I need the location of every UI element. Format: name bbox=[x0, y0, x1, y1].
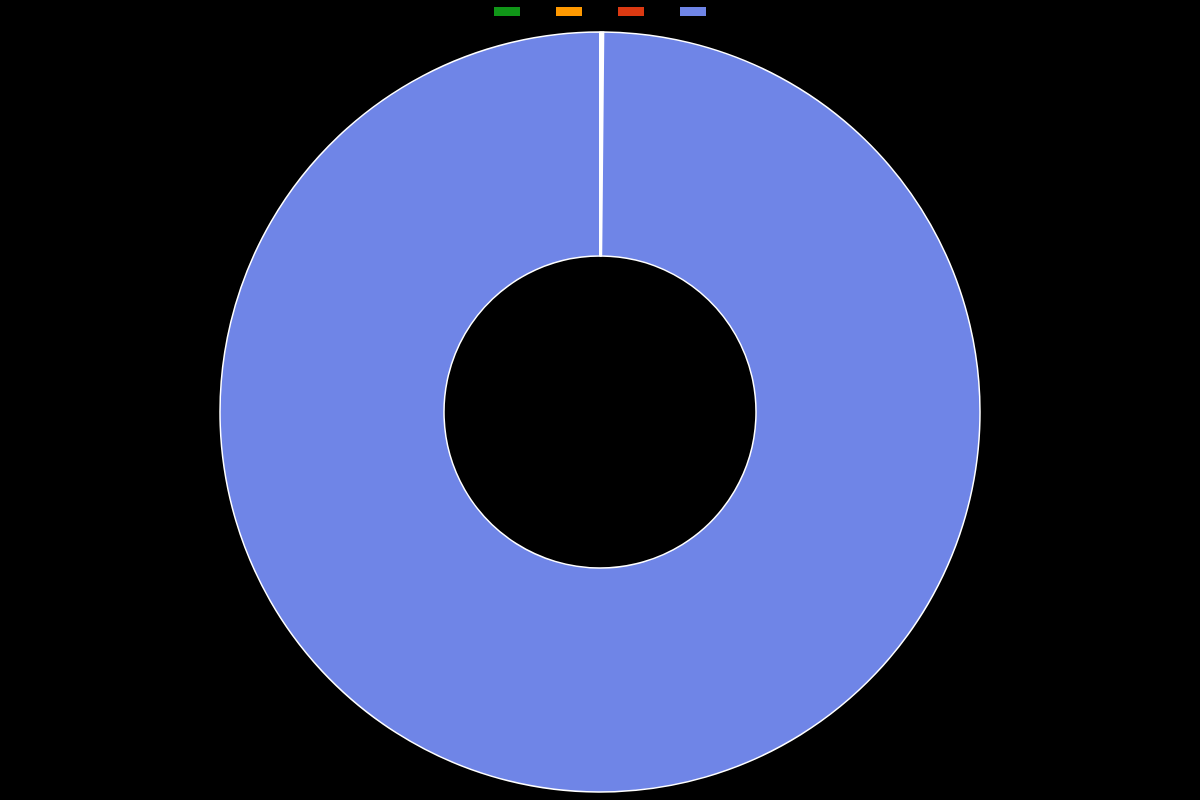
legend-swatch-0 bbox=[493, 6, 521, 17]
donut-chart bbox=[0, 24, 1200, 800]
donut-chart-container bbox=[0, 24, 1200, 800]
legend-item-0[interactable] bbox=[493, 6, 521, 17]
legend-item-3[interactable] bbox=[679, 6, 707, 17]
legend-swatch-3 bbox=[679, 6, 707, 17]
legend-item-2[interactable] bbox=[617, 6, 645, 17]
legend-item-1[interactable] bbox=[555, 6, 583, 17]
legend-swatch-2 bbox=[617, 6, 645, 17]
legend-swatch-1 bbox=[555, 6, 583, 17]
chart-legend bbox=[493, 6, 707, 17]
